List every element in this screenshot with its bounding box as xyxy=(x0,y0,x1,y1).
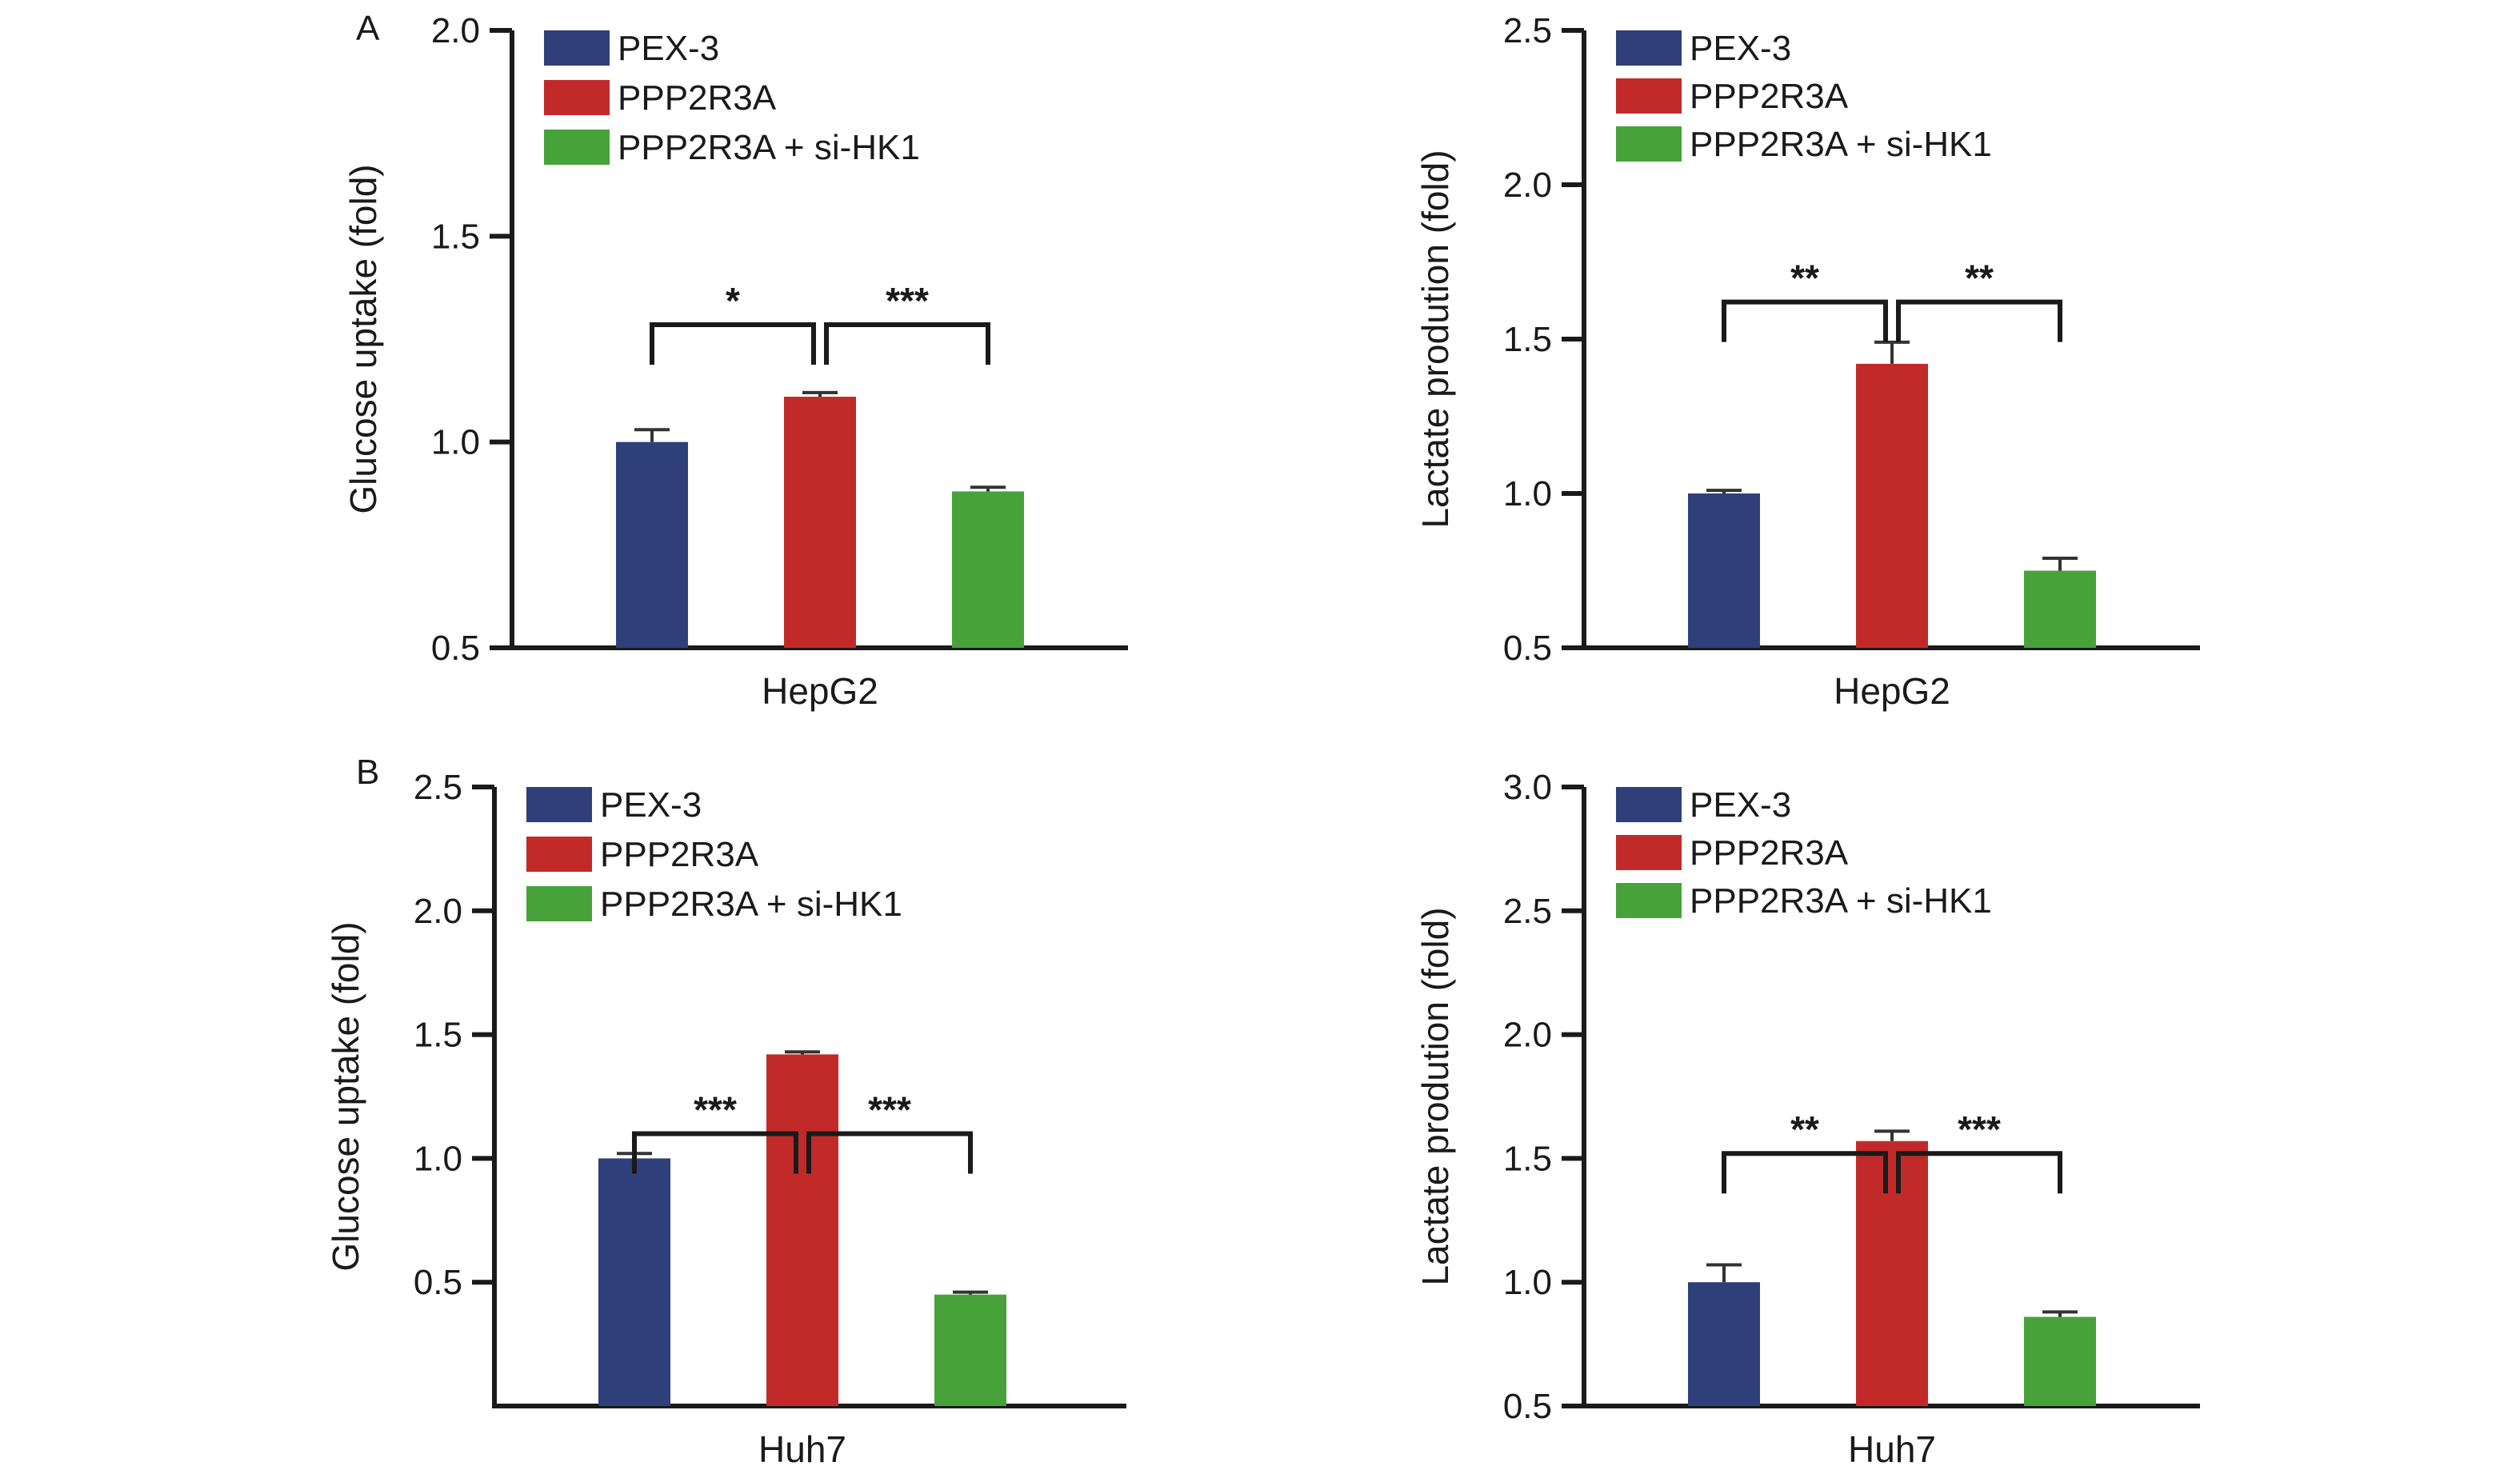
y-tick-label: 2.0 xyxy=(1503,166,1552,205)
y-tick-label: 3.0 xyxy=(1503,768,1552,807)
y-tick-label: 1.0 xyxy=(414,1139,462,1178)
panel-label: B xyxy=(356,753,379,792)
bar-ppp2r3a xyxy=(1856,363,1928,648)
significance-label: ** xyxy=(1790,258,1819,299)
bar-pex-3 xyxy=(1688,1282,1760,1406)
y-tick-label: 2.5 xyxy=(414,768,462,807)
significance-label: ** xyxy=(1965,258,1994,299)
legend-label: PEX-3 xyxy=(600,785,702,825)
legend-swatch xyxy=(544,30,610,66)
significance-label: *** xyxy=(694,1089,737,1130)
y-tick-label: 1.0 xyxy=(431,423,480,462)
y-axis-title: Lactate prodution (fold) xyxy=(1414,150,1456,528)
y-tick-label: 0.5 xyxy=(1503,1387,1552,1426)
significance-label: *** xyxy=(886,280,929,322)
bar-ppp2r3a-si-hk1 xyxy=(2024,570,2096,648)
y-tick-label: 1.5 xyxy=(431,217,480,256)
significance-bracket xyxy=(1896,299,2062,342)
y-axis-title: Glucose uptake (fold) xyxy=(342,164,384,513)
significance-bracket xyxy=(824,322,990,365)
y-tick-label: 0.5 xyxy=(414,1263,462,1302)
chart-panel-3: 0.5 1.0 1.5 2.0 2.5 Glucose uptake (fold) *** *… xyxy=(325,753,1126,1470)
legend-swatch xyxy=(544,80,610,115)
y-axis-title: Glucose uptake (fold) xyxy=(325,921,366,1271)
y-tick-label: 2.5 xyxy=(1503,11,1552,50)
significance-bracket xyxy=(650,322,816,365)
y-tick-label: 0.5 xyxy=(431,629,480,668)
bar-pex-3 xyxy=(616,441,688,648)
legend-label: PPP2R3A xyxy=(600,835,759,874)
legend-swatch xyxy=(1616,787,1682,822)
significance-bracket xyxy=(632,1131,798,1174)
legend-swatch xyxy=(1616,126,1682,162)
legend-swatch xyxy=(1616,835,1682,870)
legend-swatch xyxy=(526,787,592,822)
y-tick-label: 2.5 xyxy=(1503,892,1552,931)
y-axis-title: Lactate prodution (fold) xyxy=(1414,907,1456,1285)
y-tick-label: 1.5 xyxy=(1503,1139,1552,1178)
legend-label: PPP2R3A + si-HK1 xyxy=(1690,125,1992,164)
y-tick-label: 1.0 xyxy=(1503,474,1552,513)
significance-label: * xyxy=(726,280,740,322)
bar-ppp2r3a xyxy=(784,397,856,648)
significance-label: *** xyxy=(1958,1108,2001,1150)
significance-label: *** xyxy=(868,1089,911,1130)
panel-label: A xyxy=(356,9,380,48)
y-tick-label: 0.5 xyxy=(1503,629,1552,668)
x-axis-label: Huh7 xyxy=(1848,1428,1936,1470)
y-tick-label: 1.0 xyxy=(1503,1263,1552,1302)
x-axis-label: HepG2 xyxy=(762,670,878,712)
chart-panel-4: 0.5 1.0 1.5 2.0 2.5 3.0 Lactate prodution (fol… xyxy=(1414,768,2200,1470)
legend-label: PEX-3 xyxy=(618,29,719,68)
significance-bracket xyxy=(806,1131,973,1174)
y-tick-label: 2.0 xyxy=(414,892,462,931)
significance-bracket xyxy=(1722,1151,1888,1194)
legend-swatch xyxy=(1616,30,1682,66)
bar-ppp2r3a xyxy=(766,1054,838,1406)
legend-label: PEX-3 xyxy=(1690,785,1791,825)
significance-bracket xyxy=(1722,299,1888,342)
legend-swatch xyxy=(526,837,592,872)
legend-label: PPP2R3A + si-HK1 xyxy=(1690,881,1992,921)
x-axis-label: HepG2 xyxy=(1834,670,1950,712)
legend-swatch xyxy=(526,886,592,921)
bar-pex-3 xyxy=(1688,493,1760,648)
legend-label: PPP2R3A + si-HK1 xyxy=(600,885,902,924)
y-tick-label: 2.0 xyxy=(431,11,480,50)
bar-ppp2r3a-si-hk1 xyxy=(2024,1316,2096,1406)
legend-swatch xyxy=(1616,883,1682,918)
legend-swatch xyxy=(1616,78,1682,114)
legend-label: PPP2R3A xyxy=(1690,833,1849,873)
legend-label: PPP2R3A xyxy=(1690,77,1849,116)
significance-bracket xyxy=(1896,1151,2062,1194)
x-axis-label: Huh7 xyxy=(758,1428,846,1470)
legend-label: PPP2R3A + si-HK1 xyxy=(618,128,920,167)
bar-ppp2r3a xyxy=(1856,1140,1928,1406)
y-tick-label: 2.0 xyxy=(1503,1016,1552,1055)
legend-swatch xyxy=(544,130,610,165)
legend-label: PEX-3 xyxy=(1690,29,1791,68)
bar-ppp2r3a-si-hk1 xyxy=(934,1294,1006,1406)
legend-label: PPP2R3A xyxy=(618,78,777,118)
y-tick-label: 1.5 xyxy=(1503,320,1552,359)
chart-panel-2: 0.5 1.0 1.5 2.0 2.5 Lactate prodution (fold) *… xyxy=(1414,11,2200,712)
bar-ppp2r3a-si-hk1 xyxy=(952,491,1024,648)
y-tick-label: 1.5 xyxy=(414,1016,462,1055)
bar-pex-3 xyxy=(598,1158,670,1406)
significance-label: ** xyxy=(1790,1108,1819,1150)
